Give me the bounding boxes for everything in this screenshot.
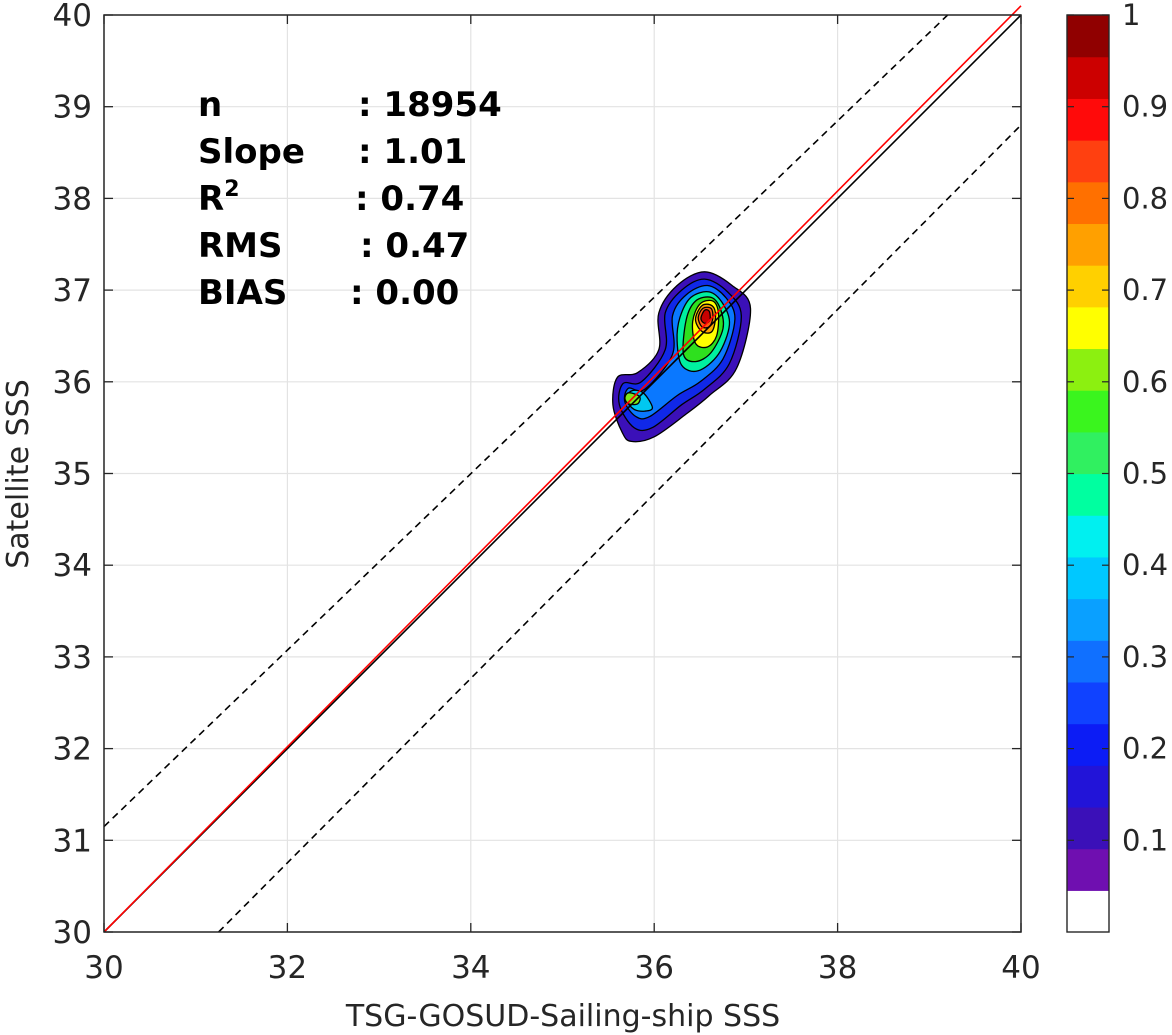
y-tick-label: 32 (53, 732, 92, 768)
colorbar-segment (1067, 431, 1109, 475)
colorbar-segment (1067, 806, 1109, 850)
stats-value: : 0.00 (350, 273, 459, 313)
stats-label: BIAS (198, 273, 287, 313)
colorbar-tick-label: 0.7 (1122, 273, 1168, 307)
colorbar-segment (1067, 723, 1109, 766)
colorbar-segment (1067, 181, 1109, 225)
y-tick-label: 30 (53, 915, 92, 951)
line-layer (103, 5, 1022, 933)
colorbar-segment (1067, 681, 1109, 725)
y-tick-label: 37 (53, 273, 92, 309)
upper-bound-line (103, 14, 949, 828)
y-tick-label: 31 (53, 823, 92, 859)
x-tick-label: 40 (1001, 950, 1040, 986)
y-axis-label: Satellite SSS (1, 379, 36, 569)
y-tick-label: 38 (53, 181, 92, 217)
colorbar-segment (1067, 390, 1109, 433)
colorbar-segment (1067, 306, 1109, 350)
colorbar-segment (1067, 140, 1109, 183)
colorbar-tick-label: 0.6 (1122, 365, 1168, 399)
colorbar-segment (1067, 848, 1109, 891)
stats-label: Slope (198, 132, 305, 172)
colorbar-segment (1067, 640, 1109, 683)
colorbar-segment (1067, 223, 1109, 266)
colorbar-tick-label: 0.3 (1122, 640, 1168, 674)
axes: 30 32 34 36 38 40 30 31 32 33 34 35 36 37 38 39 40 (53, 0, 1041, 986)
colorbar-segment (1067, 265, 1109, 308)
colorbar-segment (1067, 515, 1109, 558)
regression-line (103, 5, 1022, 933)
colorbar-segment (1067, 348, 1109, 391)
colorbar-tick-label: 0.1 (1122, 823, 1168, 857)
y-tick-label: 36 (53, 365, 92, 401)
colorbar-tick-label: 0.9 (1122, 90, 1168, 124)
stats-label: RMS (198, 226, 283, 266)
y-tick-label: 34 (53, 548, 92, 584)
colorbar-segment (1067, 473, 1109, 516)
stats-label-superscript: 2 (224, 177, 239, 202)
x-tick-label: 30 (84, 950, 123, 986)
identity-line (103, 14, 1022, 933)
colorbar-segment (1067, 765, 1109, 808)
colorbar-segment (1067, 56, 1109, 99)
colorbar-segment (1067, 98, 1109, 141)
stats-value: : 0.74 (355, 179, 464, 219)
x-axis-label: TSG-GOSUD-Sailing-ship SSS (345, 999, 780, 1034)
stats-value: : 0.47 (360, 226, 469, 266)
y-tick-label: 39 (53, 90, 92, 126)
y-tick-label: 35 (53, 457, 92, 493)
colorbar-tick-label: 0.2 (1122, 732, 1168, 766)
stats-label: n (198, 85, 222, 125)
colorbar: 0.1 0.2 0.3 0.4 0.5 0.6 0.7 0.8 0.9 1 (1066, 0, 1168, 933)
colorbar-segment (1067, 598, 1109, 641)
x-tick-label: 36 (634, 950, 673, 986)
lower-bound-line (218, 124, 1022, 933)
colorbar-tick-label: 1 (1122, 0, 1140, 32)
x-tick-label: 38 (818, 950, 857, 986)
x-tick-label: 34 (451, 950, 490, 986)
stats-value: : 18954 (358, 85, 502, 125)
colorbar-tick-label: 0.5 (1122, 457, 1168, 491)
x-tick-label: 32 (268, 950, 307, 986)
stats-value: : 1.01 (358, 132, 467, 172)
y-tick-label: 33 (53, 640, 92, 676)
colorbar-tick-label: 0.8 (1122, 181, 1168, 215)
y-tick-label: 40 (53, 0, 92, 34)
colorbar-tick-label: 0.4 (1122, 548, 1168, 582)
colorbar-segment (1067, 15, 1109, 58)
colorbar-segment (1067, 556, 1109, 600)
colorbar-segment (1067, 890, 1109, 933)
